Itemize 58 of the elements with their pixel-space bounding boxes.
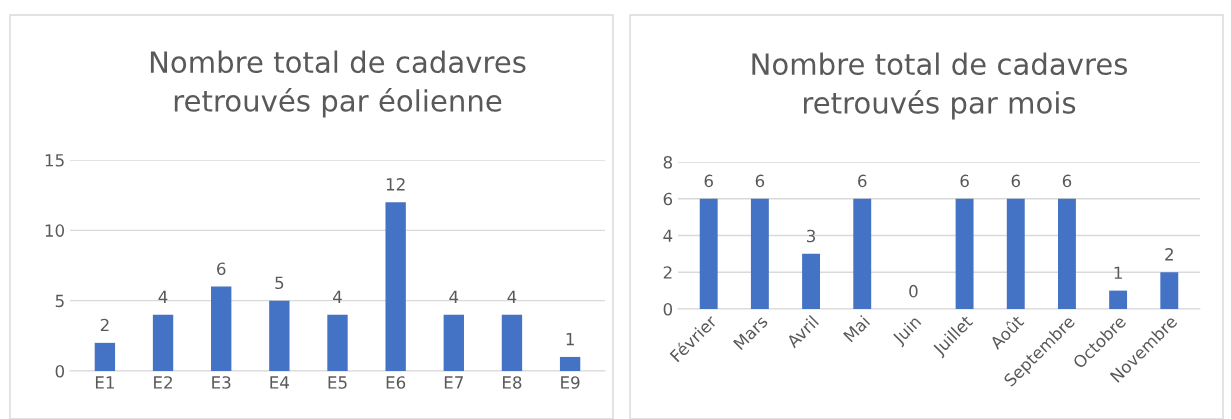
x-tick-label: E2 — [154, 376, 172, 389]
y-tick-label: 5 — [55, 294, 64, 308]
bar — [802, 253, 821, 309]
data-label: 6 — [1062, 174, 1072, 188]
data-label: 6 — [704, 174, 713, 188]
x-tick-label: E6 — [386, 376, 406, 389]
x-tick-label: E8 — [503, 376, 522, 389]
data-label: 6 — [858, 174, 867, 188]
y-tick-label: 2 — [663, 266, 672, 279]
bar — [152, 314, 174, 371]
y-tick-label: 4 — [663, 229, 673, 242]
x-tick-label: E3 — [212, 376, 231, 389]
data-label: 6 — [1011, 174, 1021, 188]
x-tick-label: E5 — [328, 376, 347, 389]
bar — [1006, 198, 1025, 309]
bar — [501, 314, 523, 371]
bar — [1160, 272, 1179, 309]
bar — [94, 342, 116, 371]
x-tick-label: E7 — [444, 376, 463, 389]
data-label: 1 — [1114, 266, 1122, 279]
bar — [443, 314, 464, 371]
bar — [853, 198, 872, 309]
bar — [1057, 198, 1076, 309]
data-label: 2 — [100, 318, 109, 332]
data-label: 2 — [1165, 248, 1173, 261]
bar — [327, 314, 348, 371]
y-tick-label: 0 — [663, 302, 673, 316]
data-label: 4 — [449, 290, 459, 303]
y-tick-label: 15 — [45, 154, 64, 167]
data-label: 1 — [566, 332, 574, 346]
bar — [269, 300, 290, 371]
data-label: 4 — [507, 290, 517, 303]
x-tick-label: E4 — [270, 376, 289, 389]
y-tick-label: 10 — [45, 224, 65, 237]
data-label: 3 — [807, 229, 816, 243]
bar — [699, 198, 718, 309]
data-label: 4 — [158, 290, 168, 303]
data-label: 6 — [217, 262, 226, 276]
y-tick-label: 0 — [55, 364, 65, 378]
bar — [955, 198, 974, 309]
bar — [559, 356, 581, 371]
data-label: 4 — [333, 290, 342, 303]
data-label: 6 — [755, 174, 765, 188]
chart-title: Nombre total de cadavres retrouvés par éolienne — [150, 50, 526, 118]
x-tick-label: E9 — [561, 376, 580, 389]
bar — [211, 286, 232, 371]
chart-title: Nombre total de cadavres retrouvés par mois — [752, 52, 1127, 120]
x-tick-label: Mai — [842, 314, 871, 343]
data-label: 5 — [275, 276, 284, 290]
bar — [1109, 290, 1128, 309]
bar — [750, 198, 769, 309]
x-tick-label: E1 — [95, 376, 114, 389]
y-tick-label: 8 — [663, 155, 672, 169]
y-tick-label: 6 — [663, 192, 673, 206]
bar — [385, 202, 406, 371]
data-label: 0 — [909, 284, 918, 298]
data-label: 12 — [386, 178, 405, 191]
data-label: 6 — [960, 174, 969, 188]
